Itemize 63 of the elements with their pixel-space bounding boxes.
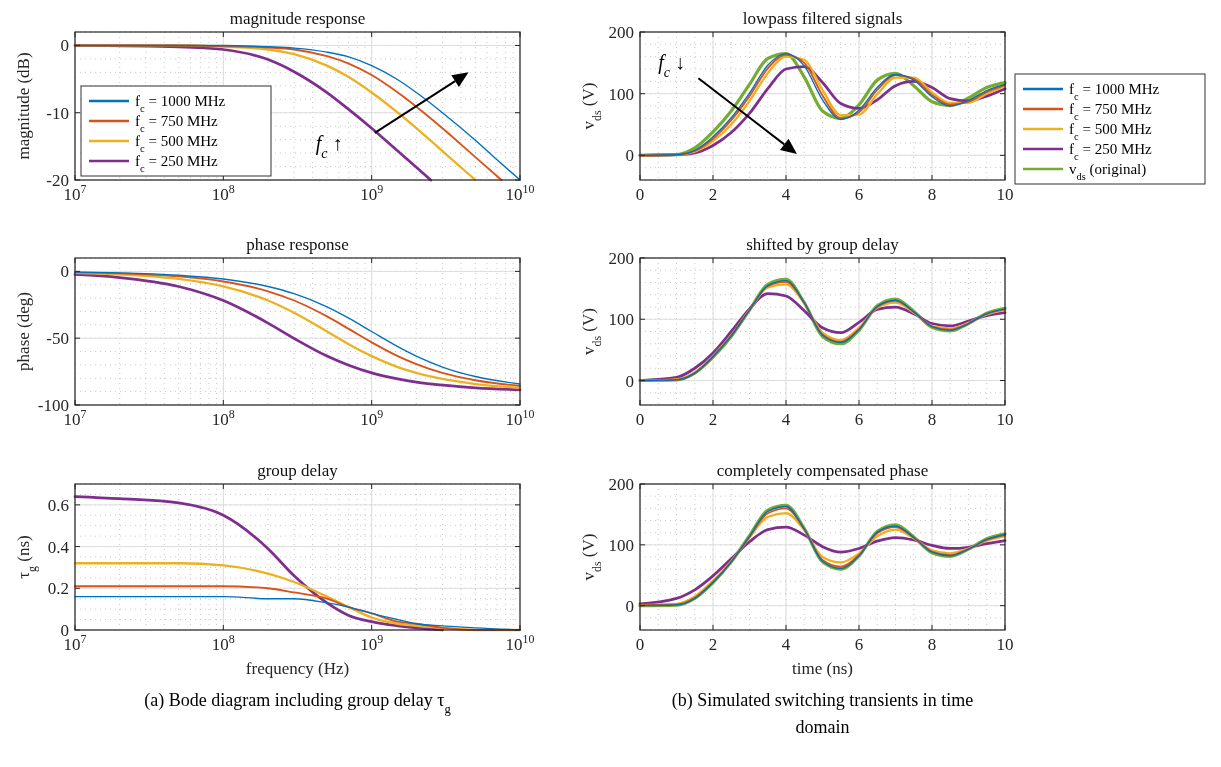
x-tick-label: 8: [927, 635, 937, 654]
text: (a) Bode diagram including group delay τ$_{g}$: [144, 690, 452, 716]
y-tick-label: 100: [608, 310, 634, 330]
legend-label: f$_{c}$ = 500 MHz: [135, 133, 219, 154]
x-tick-label: 10$^{10}$: [505, 182, 535, 204]
x-tick-label: 10$^{9}$: [360, 182, 384, 204]
x-tick-label: 10$^{8}$: [211, 407, 235, 429]
x-axis-title: frequency (Hz): [245, 659, 350, 678]
x-tick-label: 10: [996, 410, 1014, 429]
chart-title: lowpass filtered signals: [742, 9, 903, 28]
chart-title: phase response: [246, 235, 349, 254]
legend-label: v$_{ds}$ (original): [1069, 161, 1147, 182]
legend-label: f$_{c}$ = 750 MHz: [135, 113, 219, 134]
y-axis-title: magnitude (dB): [14, 52, 33, 160]
x-tick-label: 8: [927, 410, 937, 429]
x-tick-label: 10$^{8}$: [211, 182, 235, 204]
x-tick-label: 4: [781, 635, 791, 654]
x-tick-label: 6: [854, 185, 864, 204]
x-tick-label: 10$^{8}$: [211, 632, 235, 654]
x-tick-label: 10$^{9}$: [360, 632, 384, 654]
x-tick-label: 6: [854, 635, 864, 654]
annotation: f$_{c}$ ↑: [315, 131, 343, 161]
y-tick-label: 100: [608, 535, 634, 555]
legend-label: f$_{c}$ = 750 MHz: [1069, 101, 1153, 122]
legend-label: f$_{c}$ = 500 MHz: [1069, 121, 1153, 142]
y-tick-label: 0: [625, 596, 634, 616]
x-tick-label: 8: [927, 185, 937, 204]
y-tick-label: 200: [608, 23, 634, 42]
y-tick-label: 100: [608, 84, 634, 104]
y-tick-label: 0: [60, 262, 69, 282]
legend-label: f$_{c}$ = 250 MHz: [135, 153, 219, 174]
legend-label: f$_{c}$ = 1000 MHz: [135, 93, 226, 114]
x-tick-label: 2: [708, 185, 718, 204]
x-tick-label: 10$^{9}$: [360, 407, 384, 429]
y-tick-label: -10: [46, 103, 69, 123]
x-tick-label: 10: [996, 635, 1014, 654]
legend-label: f$_{c}$ = 1000 MHz: [1069, 81, 1160, 102]
x-tick-label: 6: [854, 410, 864, 429]
y-tick-label: 0.4: [47, 537, 70, 557]
chart-title: magnitude response: [229, 9, 366, 28]
x-tick-label: 4: [781, 185, 791, 204]
y-tick-label: 0: [625, 371, 634, 391]
y-tick-label: 0.6: [47, 495, 69, 515]
annotation: f$_{c}$ ↓: [658, 51, 686, 80]
x-tick-label: 10$^{10}$: [505, 632, 535, 654]
y-tick-label: 0.2: [47, 579, 69, 599]
y-tick-label: 0: [625, 146, 634, 166]
y-tick-label: -50: [46, 329, 69, 349]
x-tick-label: 10: [996, 185, 1014, 204]
x-tick-label: 10$^{10}$: [505, 407, 535, 429]
chart-title: shifted by group delay: [746, 235, 900, 254]
text: (b) Simulated switching transients in time domain: [671, 690, 974, 737]
chart-title: group delay: [257, 461, 339, 480]
y-axis-title: phase (deg): [14, 292, 33, 371]
y-tick-label: 200: [608, 475, 634, 494]
x-tick-label: 2: [708, 410, 718, 429]
x-axis-title: time (ns): [792, 659, 853, 678]
x-tick-label: 2: [708, 635, 718, 654]
x-tick-label: 4: [781, 410, 791, 429]
y-tick-label: 200: [608, 249, 634, 268]
y-tick-label: 0: [60, 36, 69, 56]
chart-title: completely compensated phase: [716, 461, 929, 480]
legend-label: f$_{c}$ = 250 MHz: [1069, 141, 1153, 162]
